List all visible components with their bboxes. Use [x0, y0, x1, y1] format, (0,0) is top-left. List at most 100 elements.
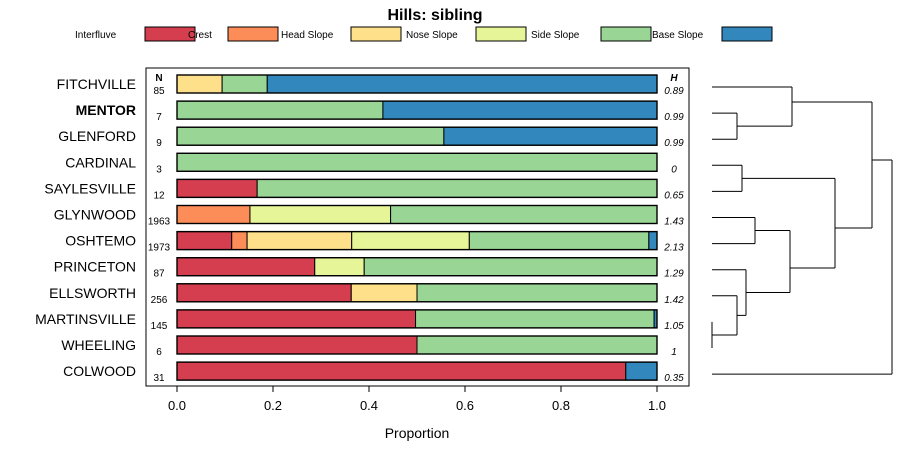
bar-segment	[648, 231, 658, 251]
h-value: 0	[671, 164, 677, 175]
bar-outline	[176, 283, 658, 303]
bar-segment	[468, 231, 650, 251]
bar-segment	[176, 178, 258, 198]
x-axis-label: Proportion	[385, 425, 450, 441]
legend-swatch	[227, 26, 279, 42]
h-value: 0.35	[664, 373, 684, 384]
n-labels: N 85 7 9 3 12 1963 1973 87 256 145 6 31	[148, 73, 171, 384]
row-label: OSHTEMO	[65, 233, 136, 249]
n-value: 12	[153, 190, 165, 201]
h-value: 1.05	[664, 321, 684, 332]
bar-segment	[416, 283, 658, 303]
n-value: 9	[156, 138, 162, 149]
legend-label: Head Slope	[281, 30, 334, 41]
h-value: 0.89	[664, 86, 684, 97]
row-label: MENTOR	[76, 102, 136, 118]
plot-frame	[145, 67, 690, 387]
chart-title: Hills: sibling	[387, 7, 482, 24]
legend-label: Crest	[188, 30, 212, 41]
legend-swatch	[144, 26, 196, 42]
bar-segment	[249, 205, 392, 224]
bar-segment	[176, 231, 233, 251]
row-label: COLWOOD	[63, 363, 136, 379]
row-label: CARDINAL	[65, 154, 136, 170]
bar-segment	[363, 257, 658, 277]
row-label: PRINCETON	[54, 259, 136, 275]
row-label: GLYNWOOD	[54, 207, 136, 223]
bar-outline	[176, 178, 658, 199]
bar-segment	[176, 309, 417, 329]
legend-label: Interfluve	[75, 30, 117, 41]
row-label: MARTINSVILLE	[35, 311, 136, 327]
legend-label: Nose Slope	[406, 30, 458, 41]
x-axis: 0.0 0.2 0.4 0.6 0.8 1.0	[168, 386, 666, 413]
h-value: 1	[671, 347, 677, 358]
bar-segment	[176, 205, 251, 224]
bar-outline	[176, 100, 658, 120]
bar-segment	[176, 74, 223, 94]
bar-segment	[416, 335, 658, 355]
legend-swatch	[600, 26, 652, 42]
row-label: WHEELING	[61, 337, 136, 353]
n-value: 6	[156, 347, 162, 358]
legend-swatch	[350, 26, 402, 42]
x-tick-label: 0.8	[552, 398, 570, 413]
n-header: N	[155, 73, 162, 84]
bar-segment	[176, 335, 418, 355]
row-label: GLENFORD	[58, 128, 136, 144]
x-tick-label: 0.0	[168, 398, 186, 413]
bar-segment	[443, 126, 658, 146]
legend-swatch	[721, 26, 773, 42]
bar-segment	[625, 361, 658, 381]
bar-outline	[176, 257, 658, 277]
n-value: 7	[156, 112, 162, 123]
bar-segment	[176, 126, 445, 146]
bar-segment	[246, 231, 353, 251]
n-value: 85	[153, 86, 165, 97]
h-value: 1.43	[664, 217, 684, 228]
bar-segment	[176, 283, 352, 303]
n-value: 145	[151, 321, 168, 332]
bar-outline	[176, 230, 658, 251]
bar-segment	[221, 74, 268, 94]
row-label: FITCHVILLE	[57, 76, 136, 92]
legend-label: Side Slope	[531, 30, 580, 41]
bar-segment	[176, 152, 658, 172]
bar-outline	[176, 361, 658, 381]
h-value: 0.65	[664, 190, 684, 201]
bar-outline	[176, 126, 658, 146]
bar-segment	[350, 283, 418, 303]
bar-outline	[176, 204, 658, 225]
h-value: 0.99	[664, 138, 684, 149]
n-value: 1963	[148, 217, 171, 228]
bar-segment	[415, 309, 655, 329]
n-value: 3	[156, 164, 162, 175]
h-value: 1.42	[664, 295, 684, 306]
x-tick-label: 0.6	[456, 398, 474, 413]
n-value: 31	[153, 373, 165, 384]
x-tick-label: 0.2	[264, 398, 282, 413]
bar-segment	[176, 100, 384, 120]
legend: Interfluve Crest Head Slope Nose Slope Side …	[75, 26, 773, 42]
bar-segment	[176, 361, 627, 381]
n-value: 1973	[148, 243, 171, 254]
bar-segment	[382, 100, 658, 120]
bar-segment	[314, 257, 365, 277]
x-tick-label: 1.0	[648, 398, 666, 413]
h-value: 2.13	[663, 243, 684, 254]
n-value: 256	[151, 295, 168, 306]
bar-outline	[176, 335, 658, 355]
legend-label: Base Slope	[652, 30, 704, 41]
row-labels: FITCHVILLE MENTOR GLENFORD CARDINAL SAYLESVI…	[35, 76, 136, 379]
row-label: SAYLESVILLE	[44, 180, 136, 196]
dendrogram	[711, 86, 893, 375]
n-value: 87	[153, 269, 165, 280]
bar-segment	[231, 231, 248, 251]
bar-segment	[176, 257, 316, 277]
h-labels: H 0.89 0.99 0.99 0 0.65 1.43 2.13 1.29 1.42 1.05 1 0…	[663, 73, 684, 384]
bar-segment	[256, 178, 658, 198]
bar-outline	[176, 74, 658, 94]
bars	[176, 74, 658, 381]
row-label: ELLSWORTH	[49, 285, 136, 301]
